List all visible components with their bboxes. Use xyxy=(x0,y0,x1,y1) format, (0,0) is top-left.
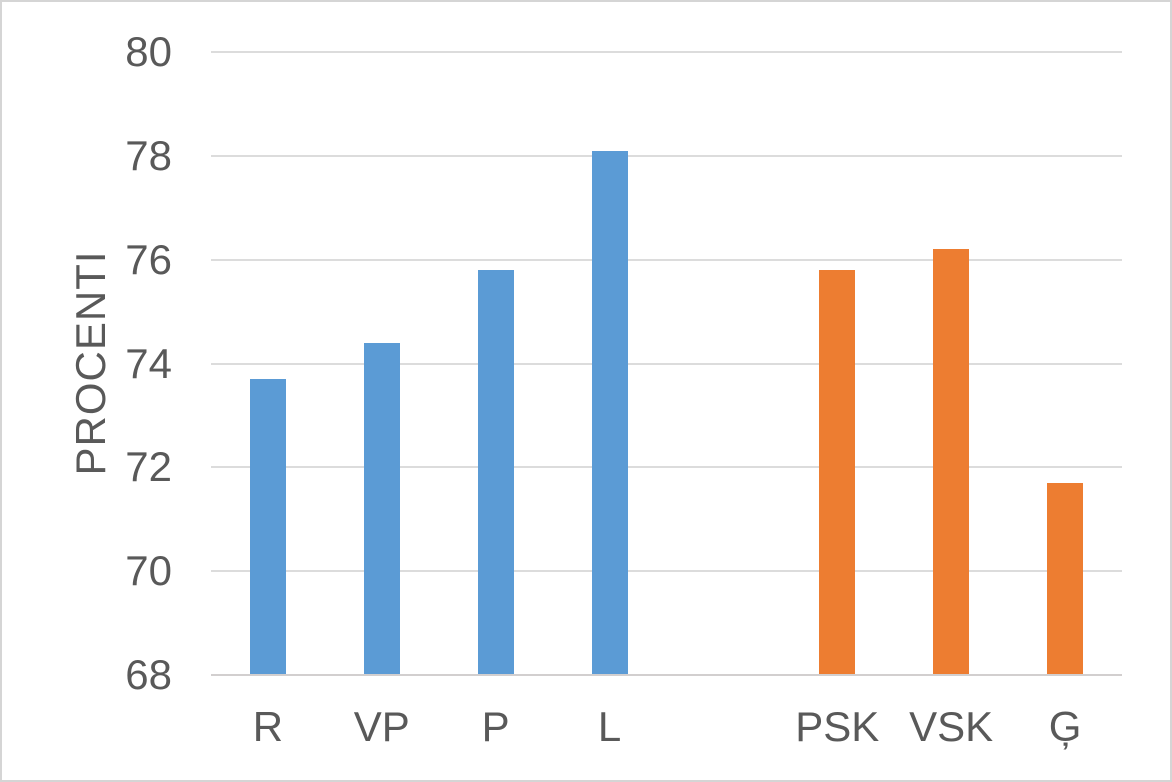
bar-L xyxy=(591,150,628,675)
x-axis-line xyxy=(211,674,1122,676)
y-tick-label-76: 76 xyxy=(125,235,172,283)
y-tick-label-78: 78 xyxy=(125,131,172,179)
x-tick-label-P: P xyxy=(481,703,510,750)
bar-PSK xyxy=(819,270,856,675)
bar-VSK xyxy=(933,249,970,675)
y-tick-label-74: 74 xyxy=(125,339,172,387)
gridline-74 xyxy=(211,362,1122,365)
y-tick-label-72: 72 xyxy=(125,443,172,491)
y-tick-label-80: 80 xyxy=(125,28,172,75)
gridline-72 xyxy=(211,466,1122,469)
y-tick-label-70: 70 xyxy=(125,547,172,595)
gridline-70 xyxy=(211,570,1122,573)
x-tick-label-R: R xyxy=(252,703,284,750)
x-tick-label-L: L xyxy=(597,703,622,750)
x-tick-label-VSK: VSK xyxy=(909,703,994,750)
bar-R xyxy=(249,379,286,675)
bar-Ģ xyxy=(1047,482,1084,675)
x-tick-label-VP: VP xyxy=(353,703,410,750)
x-tick-label-PSK: PSK xyxy=(795,703,880,750)
bar-VP xyxy=(363,342,400,675)
y-tick-label-68: 68 xyxy=(125,651,172,698)
gridline-80 xyxy=(211,51,1122,53)
plot-area xyxy=(211,51,1122,676)
bar-P xyxy=(477,270,514,675)
gridline-76 xyxy=(211,258,1122,261)
gridline-78 xyxy=(211,154,1122,157)
x-tick-label-Ģ: Ģ xyxy=(1048,703,1082,750)
